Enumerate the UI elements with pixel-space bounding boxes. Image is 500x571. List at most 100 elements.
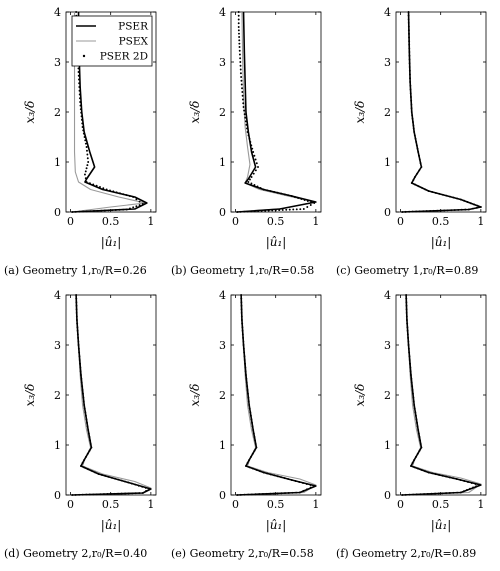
data-point xyxy=(237,18,240,21)
data-point xyxy=(240,83,243,86)
data-point xyxy=(82,129,85,132)
data-point xyxy=(425,210,428,213)
data-point xyxy=(415,418,418,421)
data-point xyxy=(79,108,82,111)
data-point xyxy=(305,483,308,485)
data-point xyxy=(413,459,416,461)
data-point xyxy=(118,192,121,195)
data-point xyxy=(264,209,267,212)
series-pser-line-6 xyxy=(402,294,482,496)
data-point xyxy=(74,493,77,496)
data-point xyxy=(78,351,81,354)
data-point xyxy=(84,414,87,417)
data-point xyxy=(420,468,423,471)
data-point xyxy=(242,340,245,343)
data-point xyxy=(414,137,417,140)
data-point xyxy=(414,414,417,417)
data-point xyxy=(245,377,248,380)
data-point xyxy=(86,153,89,156)
y-tick-label: 1 xyxy=(219,439,226,452)
series-pser-line-1 xyxy=(72,12,148,213)
data-point xyxy=(85,210,88,213)
data-point xyxy=(459,479,462,481)
x-axis-label: |û₁| xyxy=(431,518,452,532)
data-point xyxy=(313,202,316,204)
x-tick-label: 0 xyxy=(397,498,404,511)
data-point xyxy=(255,446,258,449)
data-point xyxy=(424,470,427,473)
data-point xyxy=(78,359,81,361)
data-point xyxy=(411,385,414,388)
data-point xyxy=(95,493,98,496)
data-point xyxy=(105,188,108,191)
data-point xyxy=(401,494,404,496)
data-point xyxy=(288,208,291,211)
data-point xyxy=(106,493,109,495)
data-point xyxy=(78,97,81,100)
data-point xyxy=(134,492,137,495)
data-point xyxy=(239,210,242,213)
data-point xyxy=(415,493,418,496)
data-point xyxy=(250,176,253,178)
series-pser-line-3 xyxy=(402,11,482,213)
series-pser-2d-4 xyxy=(71,294,151,496)
data-point xyxy=(76,322,79,325)
data-point xyxy=(405,297,408,300)
data-point xyxy=(266,189,269,192)
x-axis-label: |û₁| xyxy=(266,235,287,249)
data-point xyxy=(445,194,448,197)
y-tick-label: 0 xyxy=(54,489,61,502)
data-point xyxy=(86,452,89,455)
data-point xyxy=(475,206,478,209)
data-point xyxy=(255,162,258,165)
data-point xyxy=(79,104,82,107)
data-point xyxy=(240,311,243,314)
series-pser-line-2 xyxy=(237,11,317,213)
data-point xyxy=(408,54,411,57)
data-point xyxy=(85,455,87,458)
data-point xyxy=(96,209,99,212)
data-point xyxy=(408,69,411,72)
data-point xyxy=(462,490,465,493)
data-point xyxy=(294,196,296,198)
data-point xyxy=(430,492,433,495)
data-point xyxy=(416,172,419,175)
y-tick-label: 4 xyxy=(219,289,226,302)
data-point xyxy=(99,186,101,188)
data-point xyxy=(240,294,243,296)
data-point xyxy=(238,39,241,42)
data-point xyxy=(251,421,253,424)
data-point xyxy=(113,492,116,495)
data-point xyxy=(404,210,407,213)
data-point xyxy=(254,169,257,172)
data-point xyxy=(124,480,127,483)
data-point xyxy=(93,210,95,212)
legend-label: PSER xyxy=(118,21,149,33)
data-point xyxy=(459,198,462,201)
data-point xyxy=(100,473,103,476)
data-point xyxy=(242,102,245,105)
y-tick-label: 3 xyxy=(384,339,391,352)
data-point xyxy=(419,162,422,165)
data-point xyxy=(97,473,100,475)
data-point xyxy=(138,200,141,203)
data-point xyxy=(243,109,246,112)
data-point xyxy=(313,485,316,487)
data-point xyxy=(299,208,302,211)
data-point xyxy=(449,195,451,198)
data-point xyxy=(404,493,407,496)
data-point xyxy=(457,208,460,211)
data-point xyxy=(250,455,252,458)
data-point xyxy=(82,132,85,135)
data-point xyxy=(297,197,300,199)
panel-frame-6 xyxy=(395,294,487,496)
data-point xyxy=(408,66,411,68)
y-tick-label: 2 xyxy=(54,106,61,119)
data-point xyxy=(406,333,409,336)
data-point xyxy=(465,489,468,491)
data-point xyxy=(89,439,92,442)
data-point xyxy=(87,429,90,431)
data-point xyxy=(78,210,81,213)
data-point xyxy=(415,455,417,458)
data-point xyxy=(445,475,448,478)
